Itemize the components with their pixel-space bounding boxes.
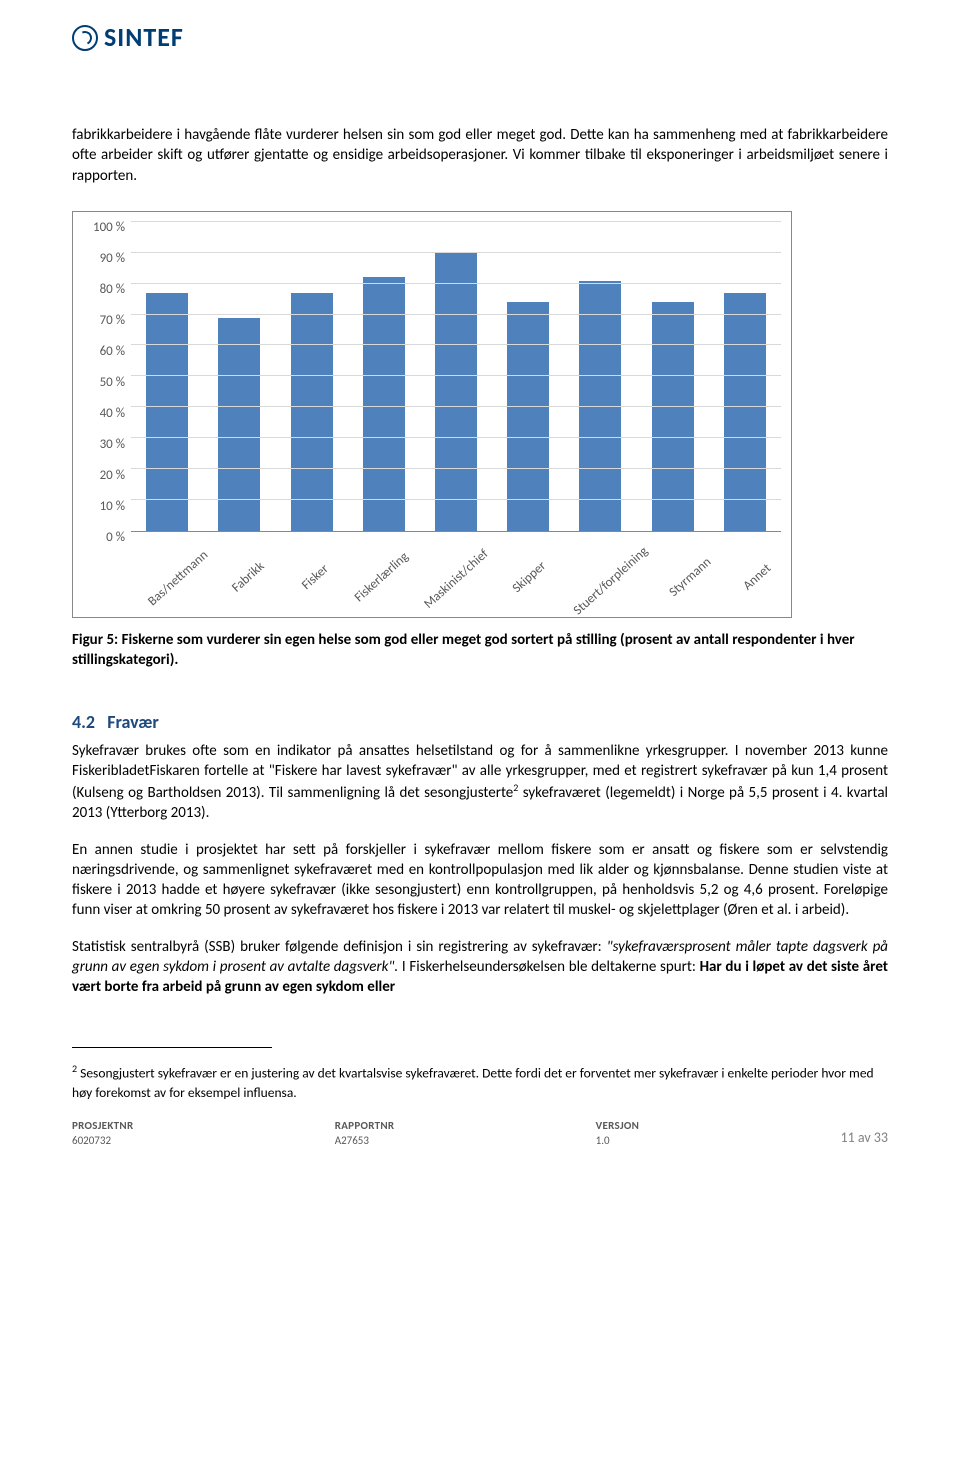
bar-slot (492, 222, 564, 531)
bar-slot (131, 222, 203, 531)
footer-version-label: VERSJON (596, 1119, 640, 1134)
footnote: 2 Sesongjustert sykefravær er en justeri… (72, 1062, 888, 1102)
section-title: Fravær (107, 711, 159, 733)
gridline (131, 375, 781, 376)
bar-slot (420, 222, 492, 531)
gridline (131, 406, 781, 407)
section-p3: Statistisk sentralbyrå (SSB) bruker følg… (72, 937, 888, 998)
footer-report-label: RAPPORTNR (335, 1119, 395, 1134)
footnote-rule (72, 1047, 272, 1048)
sintef-logo-icon (72, 25, 98, 51)
bar (291, 293, 333, 531)
y-axis: 0 %10 %20 %30 %40 %50 %60 %70 %80 %90 %1… (83, 222, 131, 532)
bar (146, 293, 188, 531)
bar-slot (709, 222, 781, 531)
section-heading: 4.2 Fravær (72, 710, 888, 734)
section-p2: En annen studie i prosjektet har sett på… (72, 840, 888, 921)
footnote-text: Sesongjustert sykefravær er en justering… (72, 1065, 874, 1101)
footer-version-value: 1.0 (596, 1134, 640, 1149)
footer-report: RAPPORTNR A27653 (335, 1119, 395, 1149)
gridline (131, 344, 781, 345)
gridline (131, 252, 781, 253)
health-by-position-chart: 0 %10 %20 %30 %40 %50 %60 %70 %80 %90 %1… (72, 211, 792, 618)
section-number: 4.2 (72, 711, 95, 733)
chart-plot: 0 %10 %20 %30 %40 %50 %60 %70 %80 %90 %1… (83, 222, 781, 532)
gridline (131, 437, 781, 438)
section-p3-text-a: Statistisk sentralbyrå (SSB) bruker følg… (72, 938, 607, 956)
bar (363, 277, 405, 530)
section-p1: Sykefravær brukes ofte som en indikator … (72, 741, 888, 824)
logo: SINTEF (72, 20, 888, 55)
footer-project: PROSJEKTNR 6020732 (72, 1119, 133, 1149)
footer-project-label: PROSJEKTNR (72, 1119, 133, 1134)
bar (435, 253, 477, 531)
gridline (131, 499, 781, 500)
bar-slot (564, 222, 636, 531)
plot-area (131, 222, 781, 532)
bar-slot (203, 222, 275, 531)
sintef-swirl-icon (76, 29, 94, 47)
bar-slot (637, 222, 709, 531)
intro-paragraph: fabrikkarbeidere i havgående flåte vurde… (72, 125, 888, 186)
bar-slot (275, 222, 347, 531)
gridline (131, 314, 781, 315)
bar-slot (348, 222, 420, 531)
footer-page-number: 11 av 33 (840, 1129, 888, 1148)
gridline (131, 283, 781, 284)
bars-container (131, 222, 781, 531)
bar (652, 302, 694, 531)
section-p3-text-b: I Fiskerhelseundersøkelsen ble deltakern… (398, 958, 699, 976)
gridline (131, 468, 781, 469)
logo-text: SINTEF (104, 20, 184, 55)
bar (507, 302, 549, 531)
page-footer: PROSJEKTNR 6020732 RAPPORTNR A27653 VERS… (72, 1119, 888, 1149)
x-axis: Bas/nettmannFabrikkFiskerFiskerlærlingMa… (131, 532, 781, 617)
footer-project-value: 6020732 (72, 1134, 133, 1149)
footer-report-value: A27653 (335, 1134, 395, 1149)
gridline (131, 221, 781, 222)
bar (724, 293, 766, 531)
chart-box: 0 %10 %20 %30 %40 %50 %60 %70 %80 %90 %1… (72, 211, 792, 618)
footer-version: VERSJON 1.0 (596, 1119, 640, 1149)
